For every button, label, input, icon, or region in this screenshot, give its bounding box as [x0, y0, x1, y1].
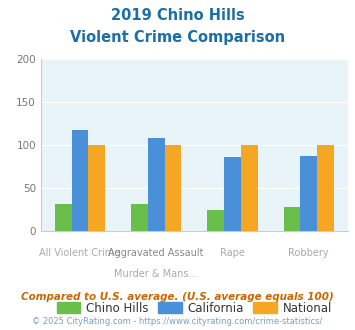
Bar — [88, 145, 105, 231]
Bar — [241, 145, 258, 231]
Bar — [131, 204, 148, 231]
Legend: Chino Hills, California, National: Chino Hills, California, National — [52, 297, 337, 319]
Bar — [300, 156, 317, 231]
Bar — [207, 211, 224, 231]
Text: Violent Crime Comparison: Violent Crime Comparison — [70, 30, 285, 45]
Bar — [284, 207, 300, 231]
Text: Robbery: Robbery — [289, 248, 329, 258]
Bar — [224, 157, 241, 231]
Text: Aggravated Assault: Aggravated Assault — [109, 248, 204, 258]
Text: Rape: Rape — [220, 248, 245, 258]
Bar — [72, 130, 88, 231]
Text: All Violent Crime: All Violent Crime — [39, 248, 121, 258]
Text: Murder & Mans...: Murder & Mans... — [114, 269, 198, 279]
Bar — [148, 138, 165, 231]
Bar — [317, 145, 334, 231]
Bar — [55, 204, 72, 231]
Text: Compared to U.S. average. (U.S. average equals 100): Compared to U.S. average. (U.S. average … — [21, 292, 334, 302]
Text: 2019 Chino Hills: 2019 Chino Hills — [111, 8, 244, 23]
Text: © 2025 CityRating.com - https://www.cityrating.com/crime-statistics/: © 2025 CityRating.com - https://www.city… — [32, 317, 323, 326]
Bar — [165, 145, 181, 231]
